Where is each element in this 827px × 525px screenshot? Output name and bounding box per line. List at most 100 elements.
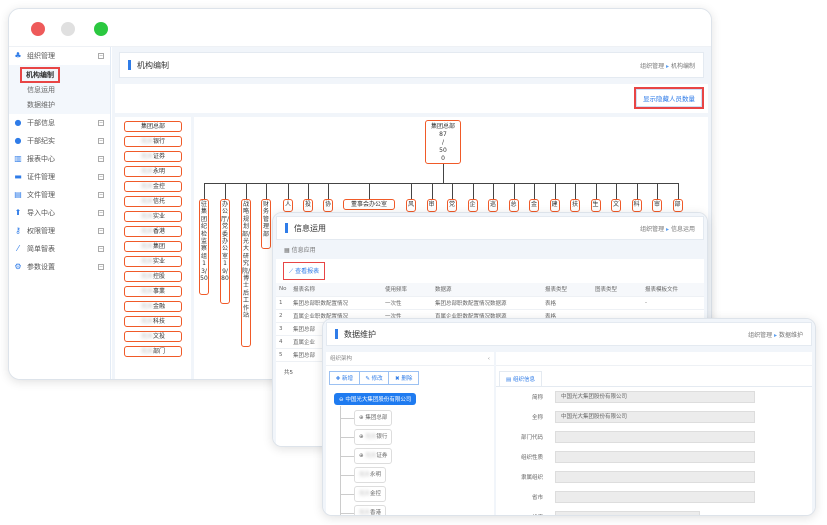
unit-chip[interactable]: 光大部门 (124, 346, 182, 357)
connector (246, 183, 247, 199)
field-input[interactable] (555, 451, 755, 463)
unit-name: 集团总部 (140, 123, 165, 130)
child-node[interactable]: 总 (508, 199, 519, 212)
field-input[interactable]: 中国光大集团股份有限公司 (555, 391, 755, 403)
unit-chip[interactable]: 光大控股 (124, 271, 182, 282)
sidebar-subitem-data-maint[interactable]: 数据维护 (27, 100, 55, 109)
child-node[interactable]: 建 (549, 199, 560, 212)
unit-chip[interactable]: 光大永明 (124, 166, 182, 177)
child-node[interactable]: 投 (303, 199, 313, 212)
child-node[interactable]: 董事会办公室 (343, 199, 395, 210)
expand-icon[interactable]: − (98, 174, 104, 180)
connector (616, 183, 617, 199)
plus-circle-icon[interactable]: ⊕ (359, 453, 366, 459)
unit-chip[interactable]: 光大信托 (124, 196, 182, 207)
tree-node[interactable]: ⊕ 光大银行 (354, 429, 393, 445)
child-node[interactable]: 财务管理部 (261, 199, 271, 249)
child-node[interactable]: 协 (323, 199, 333, 212)
expand-icon[interactable]: − (98, 228, 104, 234)
tree-root-node[interactable]: ⊖ 中国光大集团股份有限公司 (334, 393, 417, 405)
table-row[interactable]: 1 集团总部职数配置情况 一次性 集团总部职数配置情况数据源 表格 - (276, 296, 704, 310)
child-node[interactable]: 审 (652, 199, 662, 212)
field-input[interactable] (555, 511, 700, 515)
field-input[interactable] (555, 431, 755, 443)
delete-button[interactable]: ✖ 删除 (394, 376, 413, 382)
expand-icon[interactable]: − (98, 210, 104, 216)
minimize-button[interactable] (61, 22, 75, 36)
close-button[interactable] (31, 22, 45, 36)
child-node[interactable]: 党 (447, 199, 457, 212)
table-icon: ▦ (284, 247, 292, 254)
expand-icon[interactable]: − (98, 156, 104, 162)
redacted-text: 光大 (140, 348, 153, 355)
child-node[interactable]: 战略规划部/光大研究院/博士后工作站 (241, 199, 251, 347)
view-report-button[interactable]: ⟋ 查看报表 (282, 262, 326, 280)
child-node[interactable]: 巡 (488, 199, 498, 212)
unit-chip[interactable]: 光大实业 (124, 256, 182, 267)
expand-icon[interactable]: − (98, 138, 104, 144)
root-node[interactable]: 集团总部 87/50 0 (425, 120, 461, 164)
child-node[interactable]: 文 (611, 199, 621, 212)
child-node[interactable]: 科 (631, 199, 642, 212)
edit-button[interactable]: ✎ 修改 (360, 372, 390, 384)
sidebar-item-org[interactable]: ♣ 组织管理 − (9, 47, 110, 65)
unit-chip[interactable]: 光大银行 (124, 136, 182, 147)
child-node[interactable]: 金 (529, 199, 539, 212)
sidebar-item-reports[interactable]: ▥ 报表中心 − (9, 150, 110, 168)
crumb-item[interactable]: 组织管理 (640, 62, 665, 70)
child-node[interactable]: 部 (672, 199, 683, 212)
sidebar-item-certs[interactable]: ▬ 证件管理 − (9, 168, 110, 186)
tree-node[interactable]: ⊕ 光大证券 (354, 448, 393, 464)
collapse-panel-icon[interactable]: ‹ (487, 356, 490, 362)
tree-node[interactable]: 光大永明 (354, 467, 387, 483)
sidebar-item-permissions[interactable]: ⚷ 权限管理 − (9, 222, 110, 240)
child-node[interactable]: 驻集团纪检监察组13/50 (199, 199, 209, 295)
sidebar-subitem-org-staffing[interactable]: 机构编制 (9, 66, 110, 83)
unit-chip[interactable]: 光大文投 (124, 331, 182, 342)
connector (575, 183, 576, 199)
unit-chip[interactable]: 光大科技 (124, 316, 182, 327)
expand-icon[interactable]: − (98, 192, 104, 198)
unit-chip[interactable]: 光大金控 (124, 181, 182, 192)
expand-icon[interactable]: − (98, 264, 104, 270)
child-node[interactable]: 扶 (570, 199, 580, 212)
maximize-button[interactable] (94, 22, 108, 36)
tab-org-info[interactable]: ▤ 组织信息 (499, 371, 542, 386)
child-node[interactable]: 风 (406, 199, 416, 212)
field-input[interactable]: 中国光大集团股份有限公司 (555, 411, 755, 423)
sidebar-item-files[interactable]: ▤ 文件管理 − (9, 186, 110, 204)
expand-icon[interactable]: − (98, 246, 104, 252)
sidebar-item-smart-table[interactable]: ⁄ 简单智表 − (9, 240, 110, 258)
unit-chip[interactable]: 光大金融 (124, 301, 182, 312)
child-node[interactable]: 生 (590, 199, 601, 212)
sidebar-item-settings[interactable]: ⚙ 参数设置 − (9, 258, 110, 276)
tree-node[interactable]: 光大香港 (354, 505, 387, 515)
unit-chip[interactable]: 光大集团 (124, 241, 182, 252)
child-node[interactable]: 企 (467, 199, 478, 212)
collapse-icon[interactable]: − (98, 53, 104, 59)
child-node[interactable]: 人 (283, 199, 293, 212)
field-input[interactable] (555, 471, 755, 483)
unit-chip[interactable]: 光大实业 (124, 211, 182, 222)
unit-chip[interactable]: 光大证券 (124, 151, 182, 162)
child-node[interactable]: 办公厅/党委办公室19/80 (220, 199, 230, 304)
tree-node[interactable]: ⊕ 集团总部 (354, 410, 393, 426)
sidebar-subitem-info-use[interactable]: 信息运用 (27, 85, 55, 94)
sidebar-item-import[interactable]: ⬆ 导入中心 − (9, 204, 110, 222)
unit-chip[interactable]: 光大香港 (124, 226, 182, 237)
unit-chip[interactable]: 集团总部 (124, 121, 182, 132)
plus-circle-icon[interactable]: ⊕ (359, 434, 366, 440)
show-hidden-count-button[interactable]: 显示隐藏人员数量 (634, 87, 704, 109)
expand-icon[interactable]: − (98, 120, 104, 126)
sidebar-item-cadre-info[interactable]: ● 干部信息 − (9, 114, 110, 132)
table-cell: 4 (276, 335, 290, 349)
field-input[interactable] (555, 491, 755, 503)
crumb-item[interactable]: 组织管理 (640, 225, 665, 233)
plus-circle-icon[interactable]: ⊕ (359, 415, 366, 421)
tree-node[interactable]: 光大金控 (354, 486, 387, 502)
sidebar-item-cadre-record[interactable]: ● 干部纪实 − (9, 132, 110, 150)
crumb-item[interactable]: 组织管理 (748, 331, 773, 339)
add-button[interactable]: ✚ 新增 (330, 372, 360, 384)
child-node[interactable]: 审 (426, 199, 437, 212)
unit-chip[interactable]: 光大事業 (124, 286, 182, 297)
